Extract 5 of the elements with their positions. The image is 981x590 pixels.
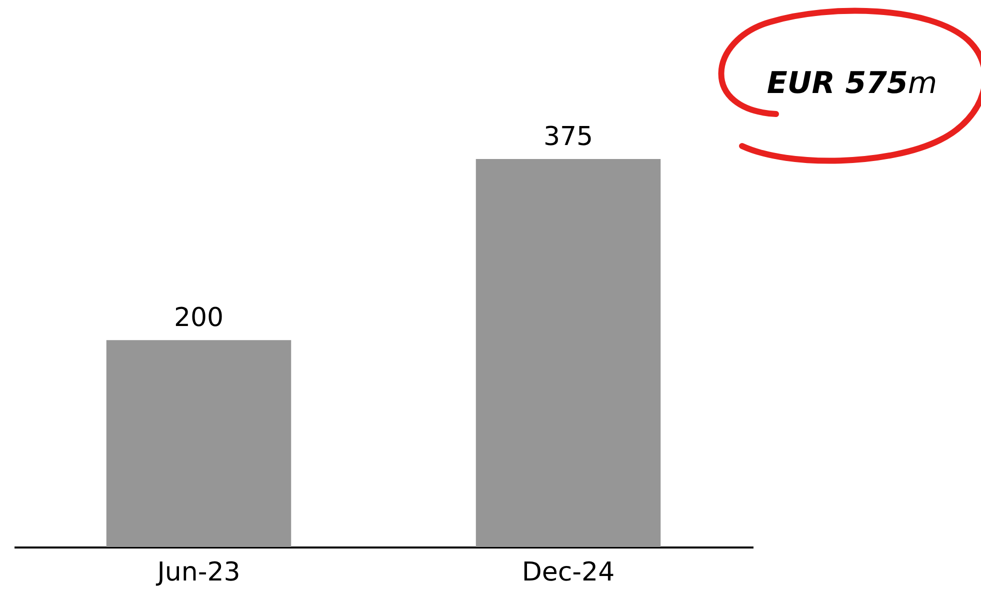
text: EUR 575m [766,66,938,101]
data-label: 200 [174,303,224,334]
data-label: 375 [543,122,594,152]
x-tick-label: Jun-23 [155,558,240,588]
x-tick-label: Dec-24 [522,558,615,588]
